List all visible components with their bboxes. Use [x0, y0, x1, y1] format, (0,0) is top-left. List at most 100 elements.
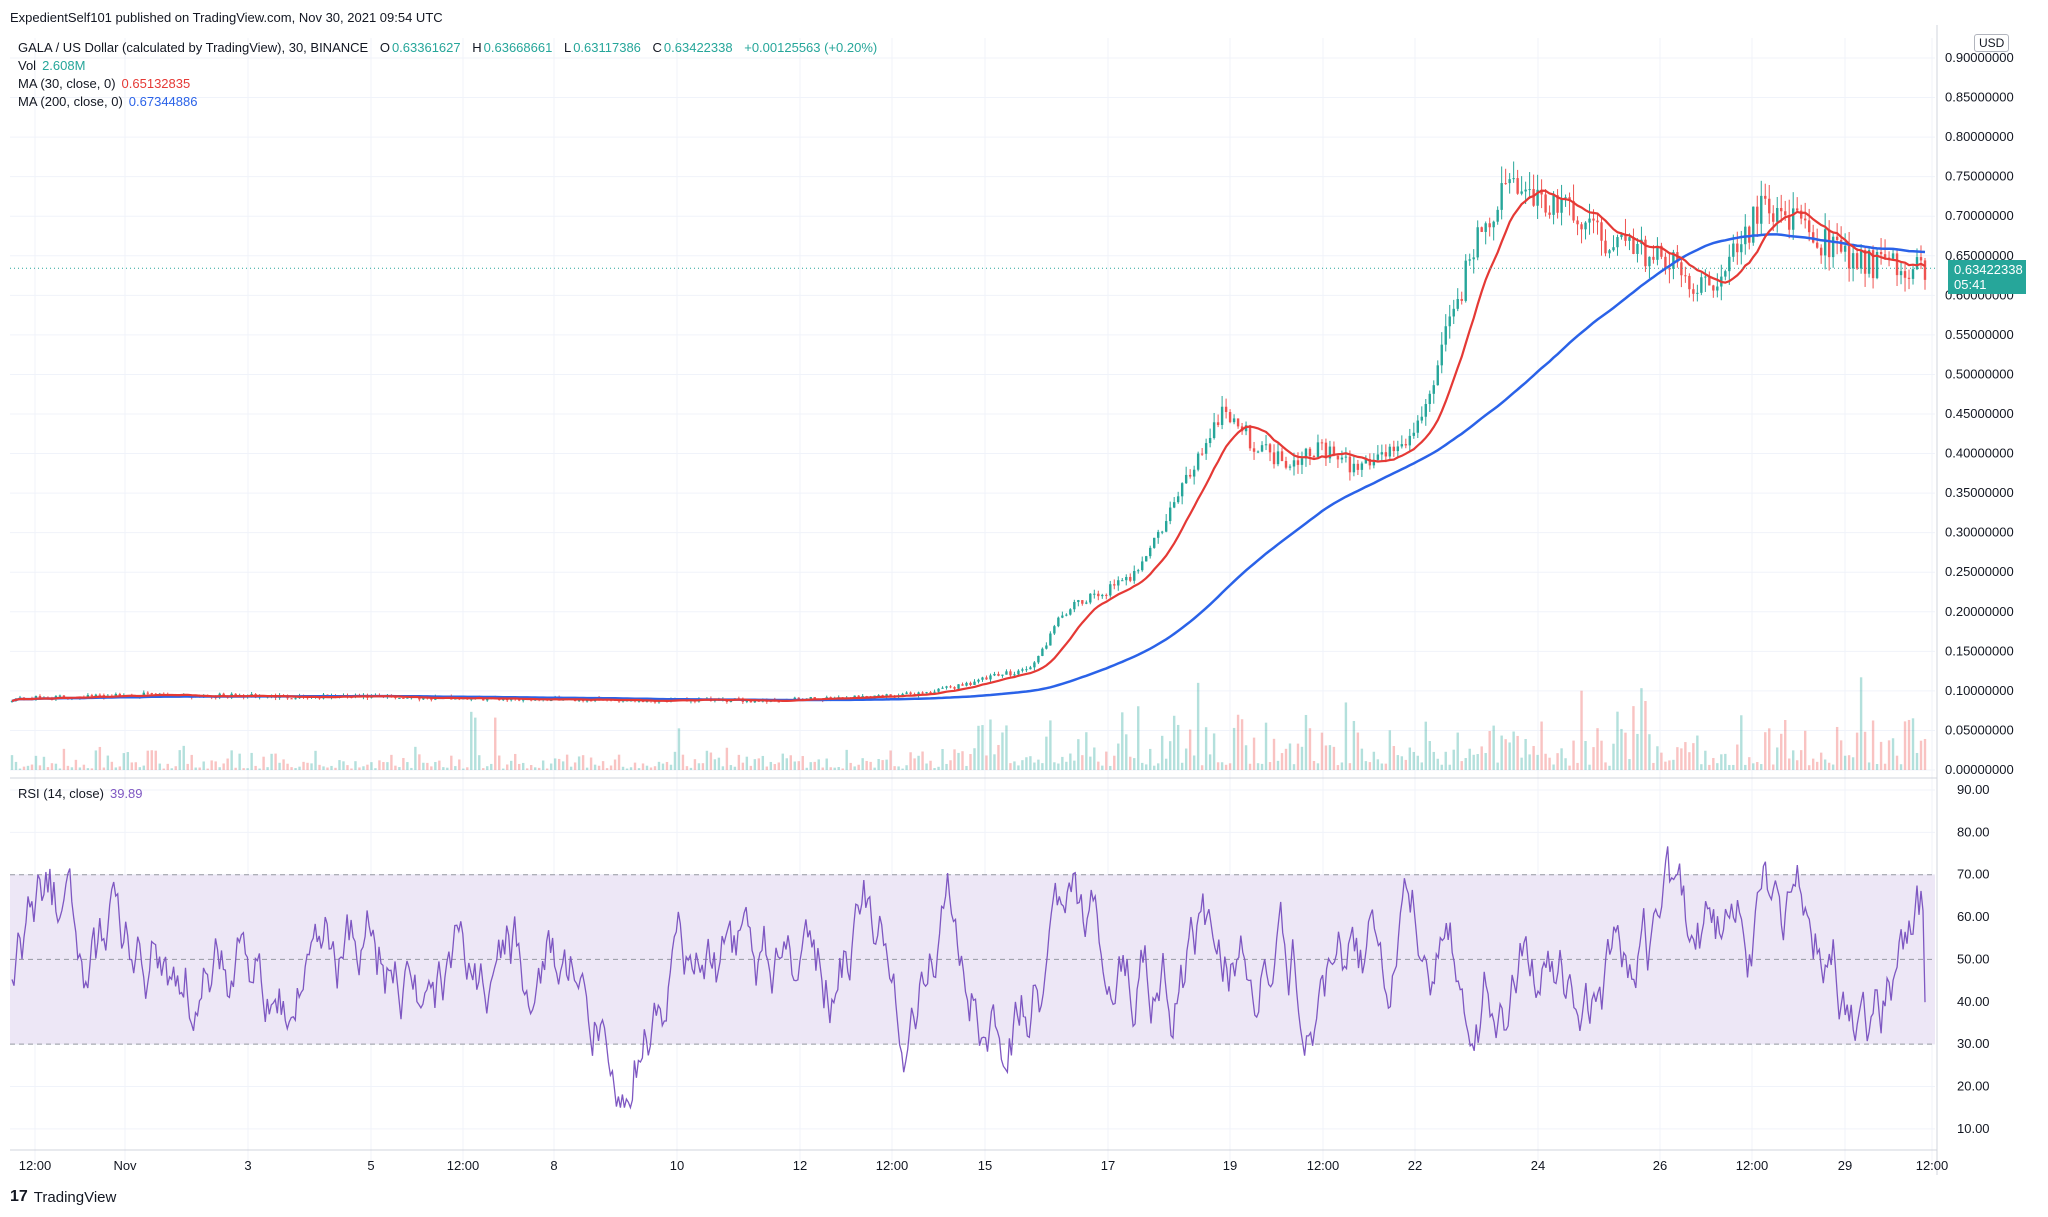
candle-body [1412, 432, 1416, 436]
candle-body [1340, 457, 1344, 460]
volume-bar [1296, 743, 1300, 770]
candle-body [1276, 451, 1280, 465]
volume-bar [897, 766, 900, 770]
volume-bar [1923, 738, 1927, 770]
volume-bar [749, 765, 753, 770]
symbol-title[interactable]: GALA / US Dollar (calculated by TradingV… [18, 40, 369, 55]
volume-bar [1320, 732, 1324, 770]
currency-selector[interactable]: USD [1974, 34, 2010, 52]
volume-bar [1720, 754, 1723, 770]
volume-bar [1017, 765, 1020, 770]
candle-body [1652, 256, 1655, 260]
volume-bar [769, 761, 773, 770]
volume-bar [362, 766, 365, 770]
candle-body [957, 684, 960, 689]
candle-body [945, 686, 948, 688]
volume-bar [1308, 728, 1312, 770]
volume-bar [1899, 764, 1903, 770]
volume-bar [1452, 749, 1455, 770]
volume-bar [693, 759, 697, 770]
volume-bar [22, 766, 26, 770]
rsi-line [11, 846, 1926, 1110]
volume-bar [14, 761, 18, 770]
volume-bar [1488, 730, 1491, 770]
candle-body [1903, 271, 1907, 278]
volume-bar [514, 753, 517, 770]
candle-body [1907, 277, 1911, 279]
volume-bar [418, 754, 421, 770]
volume-bar [82, 764, 86, 770]
volume-bar [1276, 760, 1280, 770]
volume-bar [114, 767, 118, 770]
price-tick-label: 0.80000000 [1945, 129, 2014, 144]
volume-bar [1168, 741, 1172, 770]
candle-body [861, 696, 864, 698]
volume-bar [1085, 732, 1088, 770]
tradingview-logo-icon: 17 [10, 1188, 28, 1205]
volume-bar [1792, 750, 1795, 770]
candle-body [993, 673, 996, 676]
candle-body [1831, 236, 1835, 258]
volume-bar [1005, 725, 1008, 770]
candle-body [1432, 385, 1435, 394]
candle-body [1532, 189, 1535, 206]
volume-bar [334, 767, 337, 770]
volume-bar [1192, 755, 1196, 770]
tradingview-footer[interactable]: 17 TradingView [10, 1188, 116, 1206]
volume-bar [1256, 763, 1260, 770]
volume-bar [1460, 761, 1463, 770]
volume-bar [1272, 738, 1276, 770]
candle-body [797, 697, 800, 700]
candle-body [1164, 521, 1168, 532]
candle-body [1608, 250, 1611, 254]
volume-bar [298, 766, 301, 770]
candle-body [1137, 570, 1140, 572]
volume-bar [701, 763, 705, 770]
volume-bar [777, 762, 780, 770]
ohlc-close: 0.63422338 [663, 40, 733, 55]
ma30-legend[interactable]: MA (30, close, 0) 0.65132835 [18, 76, 190, 91]
volume-bar [965, 765, 968, 770]
price-tick-label: 0.00000000 [1945, 762, 2014, 777]
volume-bar [1632, 706, 1635, 770]
time-tick-label: 8 [550, 1158, 557, 1173]
candle-body [809, 697, 812, 699]
candle-body [1752, 206, 1755, 243]
ohlc-open: 0.63361627 [391, 40, 461, 55]
volume-bar [961, 751, 964, 770]
volume-legend[interactable]: Vol 2.608M [18, 58, 85, 73]
volume-bar [1037, 759, 1040, 770]
candle-body [1644, 239, 1647, 267]
volume-bar [1384, 763, 1388, 770]
candle-body [1121, 580, 1124, 582]
candle-body [1843, 245, 1847, 252]
volume-bar [42, 756, 46, 770]
candle-body [1172, 502, 1176, 508]
rsi-legend[interactable]: RSI (14, close) 39.89 [18, 786, 143, 801]
volume-bar [825, 758, 828, 770]
candle-body [1680, 262, 1683, 276]
volume-bar [597, 765, 601, 770]
candle-body [1224, 406, 1228, 413]
candle-body [1372, 459, 1376, 466]
candle-body [1073, 602, 1076, 610]
volume-bar [166, 763, 169, 770]
ma200-legend[interactable]: MA (200, close, 0) 0.67344886 [18, 94, 197, 109]
time-tick-label: 17 [1101, 1158, 1115, 1173]
candle-body [1388, 446, 1392, 457]
volume-bar [849, 762, 852, 770]
volume-bar [1436, 758, 1439, 770]
volume-bar [338, 760, 341, 770]
candle-body [1636, 243, 1639, 254]
volume-bar [1544, 753, 1547, 770]
candle-body [1133, 571, 1136, 581]
volume-bar [705, 750, 709, 770]
volume-bar [1236, 714, 1240, 770]
volume-bar [1180, 762, 1184, 770]
price-tick-label: 0.40000000 [1945, 446, 2014, 461]
volume-bar [1268, 762, 1272, 770]
volume-bar [258, 768, 261, 770]
volume-bar [322, 766, 325, 770]
volume-bar [1604, 762, 1607, 770]
candle-body [1200, 453, 1204, 455]
